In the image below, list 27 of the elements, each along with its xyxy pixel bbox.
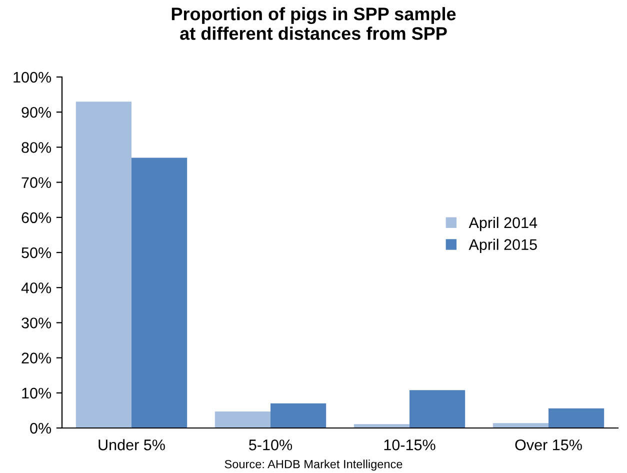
x-tick-label: Over 15% bbox=[515, 440, 582, 450]
bar bbox=[76, 102, 132, 428]
x-tick-label: 10-15% bbox=[384, 440, 436, 450]
bar bbox=[354, 424, 410, 428]
y-tick-label: 10% bbox=[22, 388, 52, 399]
bar bbox=[410, 390, 466, 428]
bar bbox=[548, 408, 604, 428]
legend-label: April 2015 bbox=[468, 238, 537, 254]
y-tick-label: 100% bbox=[14, 72, 52, 83]
y-tick-label: 40% bbox=[21, 282, 52, 294]
chart-title: Proportion of pigs in SPP sample at different distances from SPP bbox=[172, 7, 456, 40]
legend-label: April 2014 bbox=[468, 216, 538, 232]
y-tick-label: 60% bbox=[22, 212, 52, 224]
source-note: Source: AHDB Market Intelligence bbox=[224, 460, 402, 471]
x-tick-label: 5-10% bbox=[249, 440, 292, 450]
bar bbox=[492, 423, 548, 428]
y-tick-label: 80% bbox=[22, 142, 52, 153]
y-tick-label: 20% bbox=[22, 352, 52, 364]
bar bbox=[132, 158, 188, 428]
y-tick-label: 50% bbox=[22, 247, 52, 258]
y-tick-label: 30% bbox=[22, 318, 52, 328]
x-tick-label: Under 5% bbox=[98, 439, 165, 450]
y-tick-label: 70% bbox=[22, 177, 52, 188]
y-tick-label: 0% bbox=[30, 422, 52, 434]
bar bbox=[270, 403, 326, 428]
bar bbox=[214, 412, 270, 428]
y-tick-label: 90% bbox=[22, 106, 52, 118]
